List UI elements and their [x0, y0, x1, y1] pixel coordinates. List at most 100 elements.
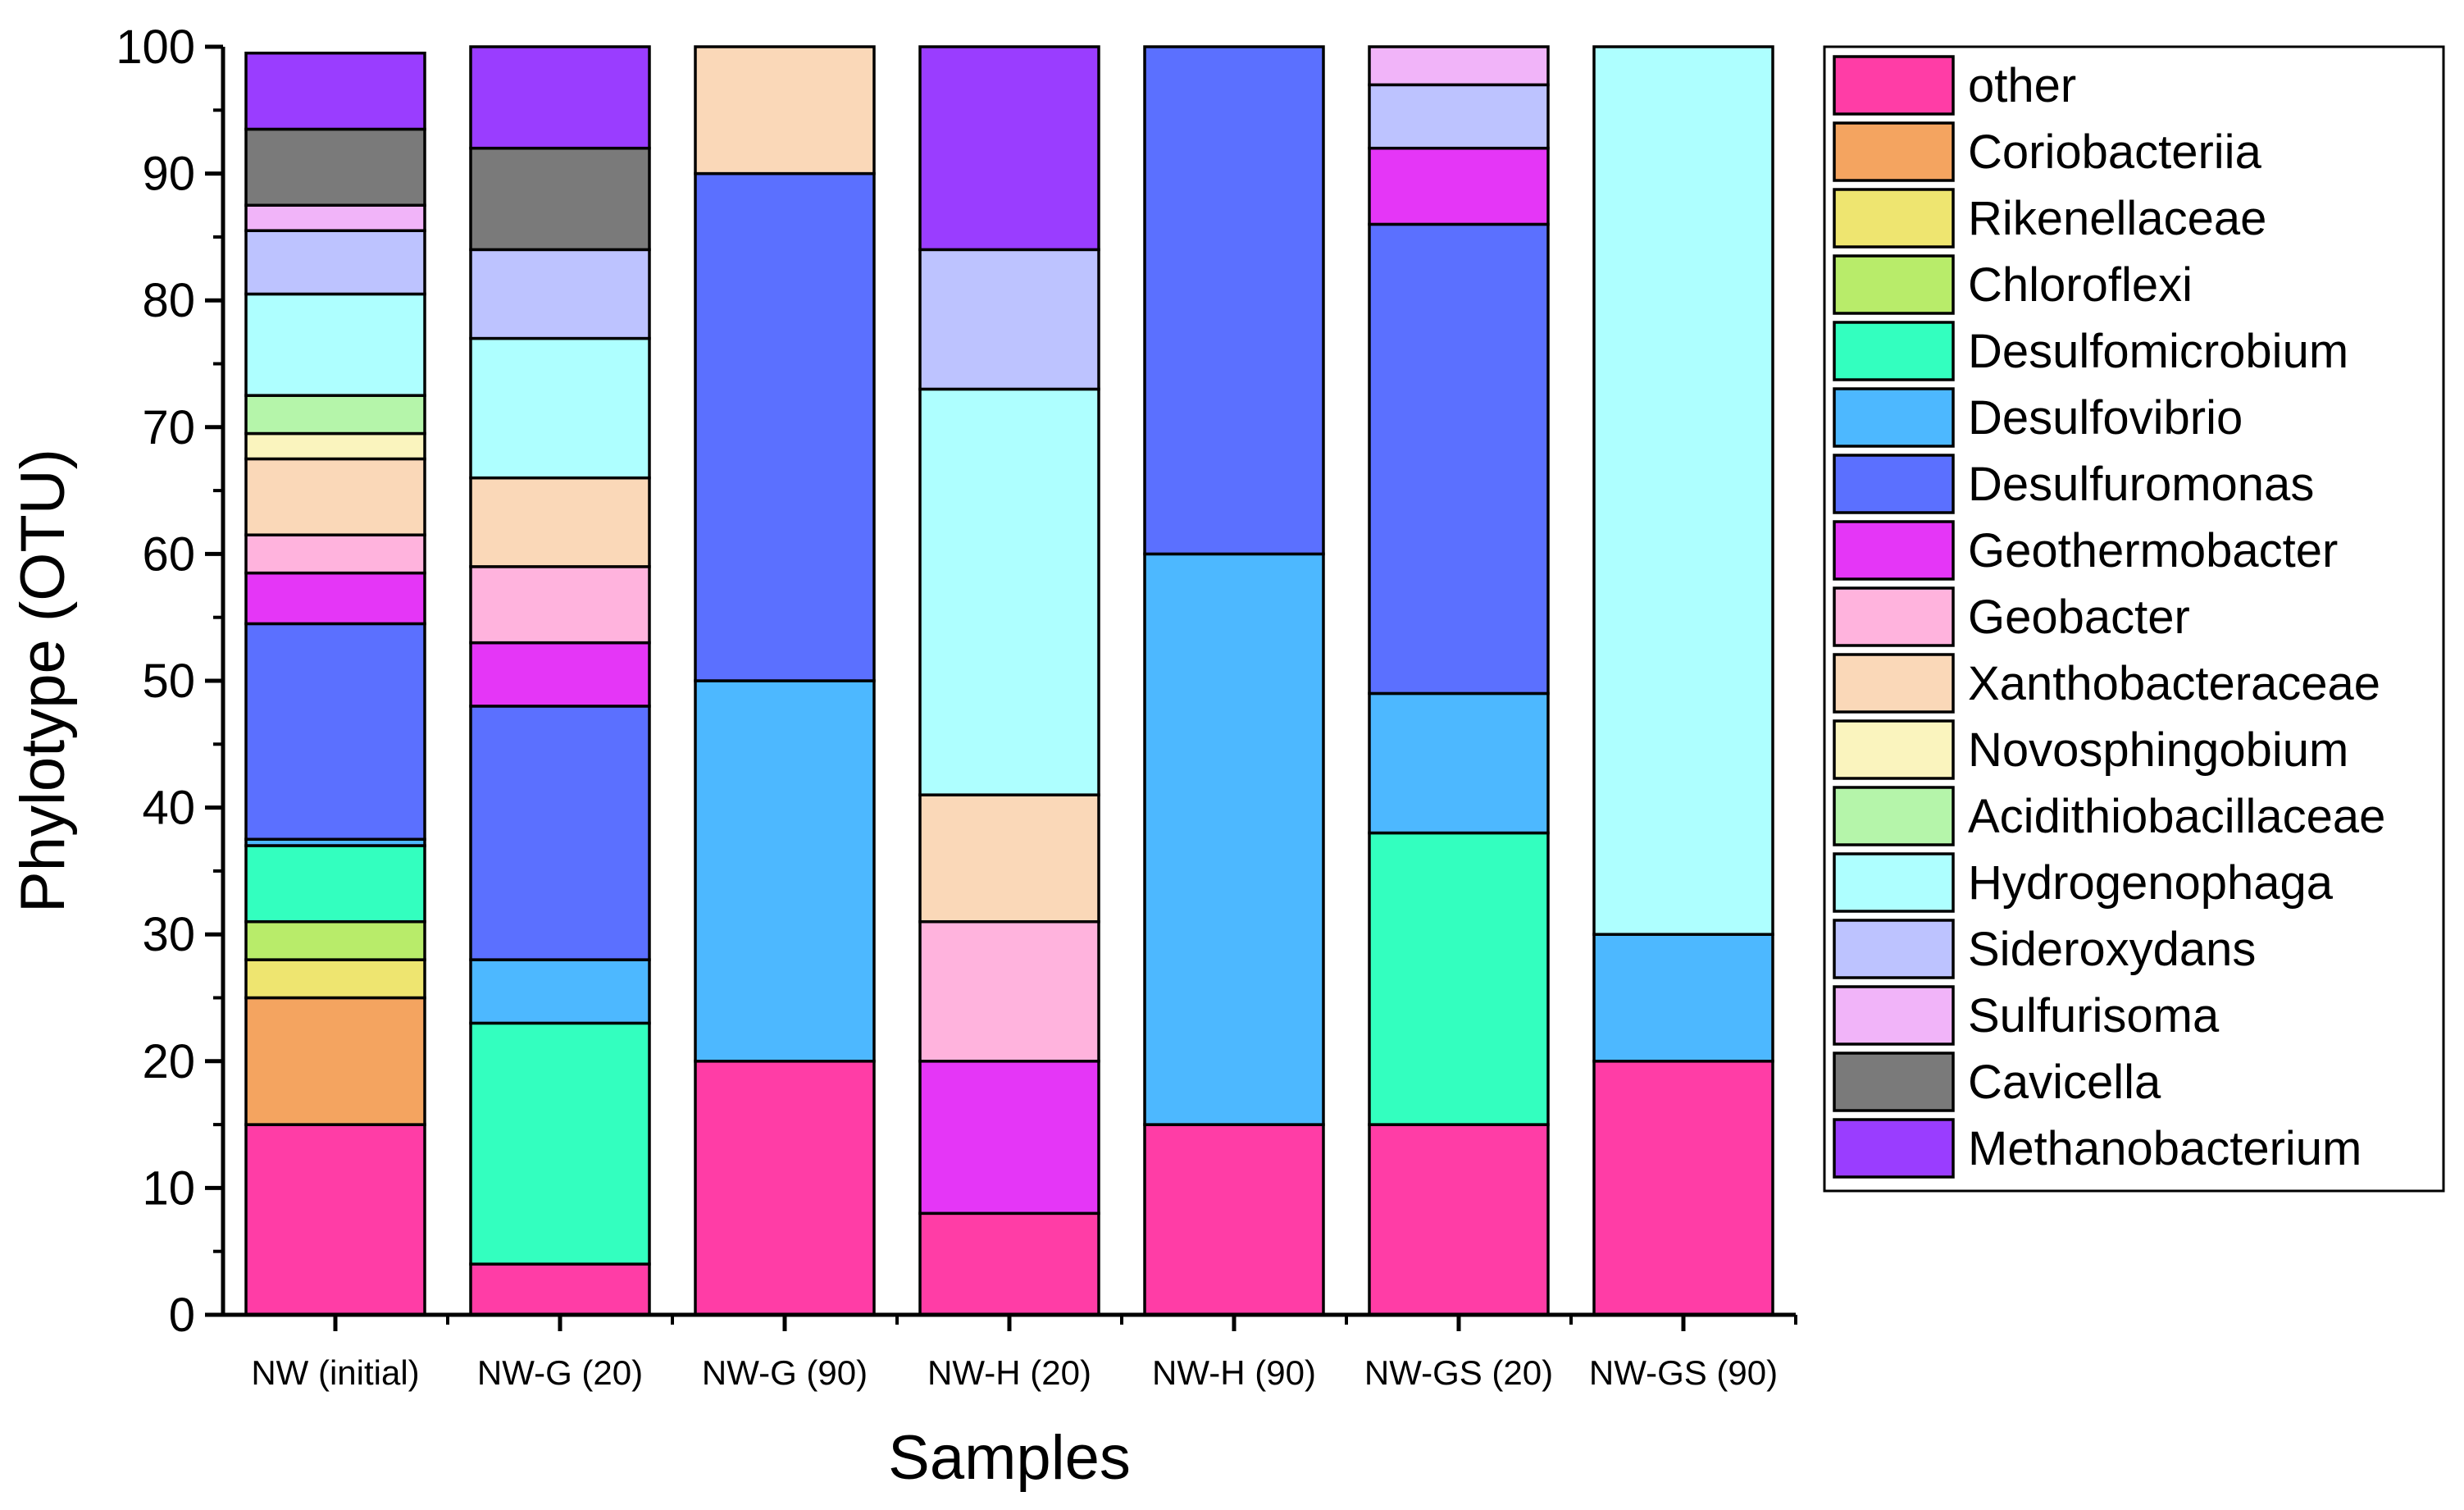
- legend-swatch-sulfurisoma: [1833, 985, 1955, 1046]
- bar-segment-nw-g-20-methanobacterium: [469, 45, 651, 150]
- legend-swatch-geothermobacter: [1833, 520, 1955, 581]
- y-tick-label: 100: [116, 21, 195, 74]
- legend-label-desulfuromonas: Desulfuromonas: [1968, 458, 2314, 511]
- legend-swatch-desulfovibrio: [1833, 387, 1955, 448]
- legend-swatch-xanthobacteraceae: [1833, 653, 1955, 714]
- legend-label-geobacter: Geobacter: [1968, 591, 2190, 644]
- legend-swatch-desulfuromonas: [1833, 454, 1955, 514]
- legend-label-desulfomicrobium: Desulfomicrobium: [1968, 325, 2348, 378]
- bar-segment-nw-h-90-desulfovibrio: [1143, 552, 1325, 1126]
- axes-layer: 0 10 20 30 40 50 60 70 80 90 100 NW (initial) NW-G (…: [8, 21, 1797, 1493]
- bar-segment-nw-g-90-other: [694, 1060, 876, 1316]
- bar-segment-nw-initial-sideroxydans: [244, 229, 426, 296]
- legend-label-rikenellaceae: Rikenellaceae: [1968, 192, 2266, 245]
- bar-segment-nw-h-20-hydrogenophaga: [918, 387, 1100, 796]
- bar-segment-nw-g-90-desulfovibrio: [694, 679, 876, 1063]
- x-tick-label: NW-H (90): [1152, 1353, 1316, 1392]
- y-tick-label: 80: [142, 274, 195, 327]
- x-tick-label: NW (initial): [251, 1353, 419, 1392]
- x-tick-label: NW-G (20): [477, 1353, 643, 1392]
- y-axis-title: Phylotype (OTU): [8, 449, 78, 913]
- bar-segment-nw-g-20-geobacter: [469, 565, 651, 645]
- bar-segment-nw-g-20-cavicella: [469, 146, 651, 252]
- legend-swatch-novosphingobium: [1833, 719, 1955, 780]
- legend-label-geothermobacter: Geothermobacter: [1968, 524, 2338, 577]
- bar-segment-nw-initial-methanobacterium: [244, 51, 426, 131]
- x-axis-title: Samples: [888, 1423, 1131, 1493]
- bar-segment-nw-g-20-hydrogenophaga: [469, 336, 651, 480]
- legend-label-coriobacteriia: Coriobacteriia: [1968, 125, 2262, 179]
- bar-segment-nw-h-20-xanthobacteraceae: [918, 793, 1100, 924]
- legend-swatch-rikenellaceae: [1833, 188, 1955, 249]
- bar-segment-nw-gs-90-other: [1592, 1060, 1774, 1316]
- bar-segment-nw-h-20-geothermobacter: [918, 1060, 1100, 1216]
- bar-segment-nw-gs-90-hydrogenophaga: [1592, 45, 1774, 936]
- legend-swatch-cavicella: [1833, 1052, 1955, 1112]
- bar-segment-nw-g-20-geothermobacter: [469, 641, 651, 708]
- legend-swatch-other: [1833, 55, 1955, 116]
- bar-segment-nw-gs-20-desulfuromonas: [1368, 222, 1550, 696]
- legend-label-methanobacterium: Methanobacterium: [1968, 1122, 2362, 1175]
- y-tick-label: 70: [142, 401, 195, 454]
- legend-label-cavicella: Cavicella: [1968, 1056, 2161, 1109]
- bar-segment-nw-gs-20-sideroxydans: [1368, 83, 1550, 150]
- legend-swatch-sideroxydans: [1833, 919, 1955, 979]
- bar-segment-nw-initial-hydrogenophaga: [244, 292, 426, 397]
- legend-label-sideroxydans: Sideroxydans: [1968, 923, 2256, 976]
- bar-segment-nw-g-20-desulfovibrio: [469, 958, 651, 1025]
- legend-label-desulfovibrio: Desulfovibrio: [1968, 391, 2243, 445]
- legend-swatch-coriobacteriia: [1833, 121, 1955, 182]
- x-tick-label: NW-H (20): [927, 1353, 1091, 1392]
- bar-segment-nw-g-20-xanthobacteraceae: [469, 476, 651, 568]
- bar-segment-nw-h-20-other: [918, 1211, 1100, 1316]
- bar-segment-nw-gs-90-desulfovibrio: [1592, 933, 1774, 1063]
- bar-segment-nw-initial-xanthobacteraceae: [244, 457, 426, 536]
- bar-segment-nw-initial-sulfurisoma: [244, 203, 426, 232]
- bar-segment-nw-initial-chloroflexi: [244, 919, 426, 961]
- bar-segment-nw-initial-novosphingobium: [244, 431, 426, 461]
- x-tick-label: NW-GS (20): [1364, 1353, 1553, 1392]
- bar-segment-nw-g-90-desulfuromonas: [694, 171, 876, 682]
- legend-label-chloroflexi: Chloroflexi: [1968, 258, 2193, 312]
- bar-segment-nw-h-90-desulfuromonas: [1143, 45, 1325, 556]
- bar-segment-nw-gs-20-geothermobacter: [1368, 146, 1550, 226]
- y-tick-label: 90: [142, 148, 195, 201]
- legend-label-hydrogenophaga: Hydrogenophaga: [1968, 856, 2334, 910]
- y-tick-label: 20: [142, 1035, 195, 1088]
- legend-label-novosphingobium: Novosphingobium: [1968, 723, 2348, 777]
- bar-segment-nw-g-20-desulfuromonas: [469, 705, 651, 961]
- bar-segment-nw-initial-desulfuromonas: [244, 622, 426, 841]
- x-tick-label: NW-GS (90): [1589, 1353, 1778, 1392]
- bar-segment-nw-h-20-methanobacterium: [918, 45, 1100, 252]
- bar-segment-nw-initial-desulfomicrobium: [244, 844, 426, 924]
- bar-segment-nw-gs-20-desulfomicrobium: [1368, 831, 1550, 1126]
- legend-label-other: other: [1968, 59, 2076, 112]
- legend-swatch-methanobacterium: [1833, 1118, 1955, 1179]
- legend-swatch-chloroflexi: [1833, 254, 1955, 315]
- bar-segment-nw-initial-geobacter: [244, 533, 426, 575]
- bar-segment-nw-initial-other: [244, 1123, 426, 1316]
- legend: other Coriobacteriia Rikenellaceae Chlorofl…: [1823, 45, 2445, 1193]
- bar-segment-nw-initial-geothermobacter: [244, 571, 426, 626]
- bar-segment-nw-h-20-sideroxydans: [918, 248, 1100, 391]
- legend-label-acidithiobacillaceae: Acidithiobacillaceae: [1968, 790, 2385, 843]
- bar-segment-nw-g-90-xanthobacteraceae: [694, 45, 876, 176]
- bar-segment-nw-gs-20-desulfovibrio: [1368, 691, 1550, 835]
- y-tick-label: 50: [142, 655, 195, 708]
- bar-segment-nw-initial-cavicella: [244, 127, 426, 208]
- y-tick-label: 0: [169, 1289, 195, 1342]
- bar-segment-nw-g-20-other: [469, 1262, 651, 1316]
- bar-segment-nw-gs-20-sulfurisoma: [1368, 45, 1550, 87]
- bars-layer: [244, 45, 1774, 1316]
- x-tick-label: NW-G (90): [702, 1353, 868, 1392]
- bar-segment-nw-h-90-other: [1143, 1123, 1325, 1316]
- y-tick-label: 60: [142, 527, 195, 581]
- bar-segment-nw-gs-20-other: [1368, 1123, 1550, 1316]
- y-tick-label: 10: [142, 1161, 195, 1215]
- y-tick-label: 30: [142, 908, 195, 961]
- y-tick-label: 40: [142, 782, 195, 835]
- bar-segment-nw-initial-rikenellaceae: [244, 958, 426, 1000]
- legend-label-xanthobacteraceae: Xanthobacteraceae: [1968, 657, 2380, 710]
